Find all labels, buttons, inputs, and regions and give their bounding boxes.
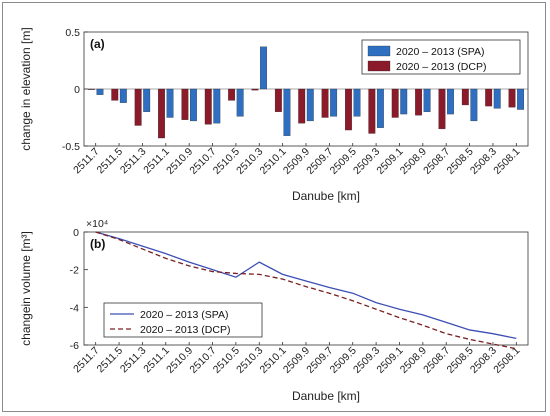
bar-dcp <box>111 88 119 101</box>
bar-spa <box>493 88 501 109</box>
panel-a-xlabel: Danube [km] <box>292 189 360 203</box>
bar-spa <box>470 88 478 122</box>
bar-dcp <box>298 88 306 124</box>
legend-swatch-dcp <box>367 60 391 72</box>
line-series-dcp <box>95 231 517 350</box>
bar-dcp <box>274 88 282 112</box>
legend-label-dcp: 2020 – 2013 (DCP) <box>396 61 486 73</box>
bar-spa <box>213 88 221 124</box>
bar-spa <box>330 88 338 117</box>
panel-a-ytick-label: 0 <box>74 84 80 96</box>
legend-b-label-spa: 2020 – 2013 (SPA) <box>140 309 229 321</box>
panel-a-ytick-label: 0.5 <box>65 27 80 39</box>
bar-spa <box>260 46 267 90</box>
line-series-spa <box>95 231 517 340</box>
bar-spa <box>447 88 454 115</box>
panel-b-ytick-label: 0 <box>73 227 79 239</box>
bar-dcp <box>461 88 469 106</box>
bar-dcp <box>251 88 259 91</box>
panel-b-xtick-label: 2508.1 <box>491 345 522 376</box>
bar-spa <box>353 88 361 117</box>
bar-dcp <box>158 88 165 139</box>
bar-dcp <box>204 88 212 125</box>
panel-a-label: (a) <box>90 37 105 51</box>
bar-spa <box>143 88 151 112</box>
bar-spa <box>119 88 127 103</box>
bar-spa <box>306 88 314 122</box>
legend-b-label-dcp: 2020 – 2013 (DCP) <box>140 324 230 336</box>
bar-dcp <box>134 88 142 126</box>
panel-b-label: (b) <box>90 237 105 251</box>
panel-b-legend <box>103 302 263 338</box>
bar-spa <box>96 88 104 95</box>
bar-spa <box>190 88 197 122</box>
legend-label-spa: 2020 – 2013 (SPA) <box>396 46 485 58</box>
bar-spa <box>517 88 525 110</box>
bar-spa <box>283 88 291 136</box>
panel-a-xtick-label: 2508.1 <box>491 146 522 177</box>
bar-dcp <box>368 88 376 134</box>
bar-dcp <box>485 88 493 107</box>
bar-dcp <box>415 88 422 116</box>
bar-dcp <box>438 88 446 130</box>
bar-dcp <box>181 88 189 120</box>
panel-b-multiplier: ×10⁴ <box>86 218 108 230</box>
panel-b-ylabel: changein volume [m³] <box>19 231 33 346</box>
panel-b-ytick-label: -4 <box>70 302 79 314</box>
panel-b-ytick-label: -2 <box>70 265 79 277</box>
panel-a-ylabel: change in elevation [m] <box>19 27 33 150</box>
bar-spa <box>400 88 408 115</box>
bar-spa <box>236 88 244 117</box>
bar-spa <box>166 88 174 118</box>
bar-spa <box>423 88 431 112</box>
bar-dcp <box>345 88 352 131</box>
bar-spa <box>376 88 384 128</box>
panel-b-ytick-label: -6 <box>70 340 79 352</box>
bar-dcp <box>321 88 329 118</box>
bar-dcp <box>508 88 516 108</box>
panel-b-xlabel: Danube [km] <box>292 389 360 403</box>
panel-a-ytick-label: -0.5 <box>62 141 80 153</box>
legend-swatch-spa <box>367 45 391 57</box>
bar-dcp <box>228 88 236 101</box>
bar-dcp <box>87 88 95 90</box>
bar-dcp <box>391 88 399 118</box>
